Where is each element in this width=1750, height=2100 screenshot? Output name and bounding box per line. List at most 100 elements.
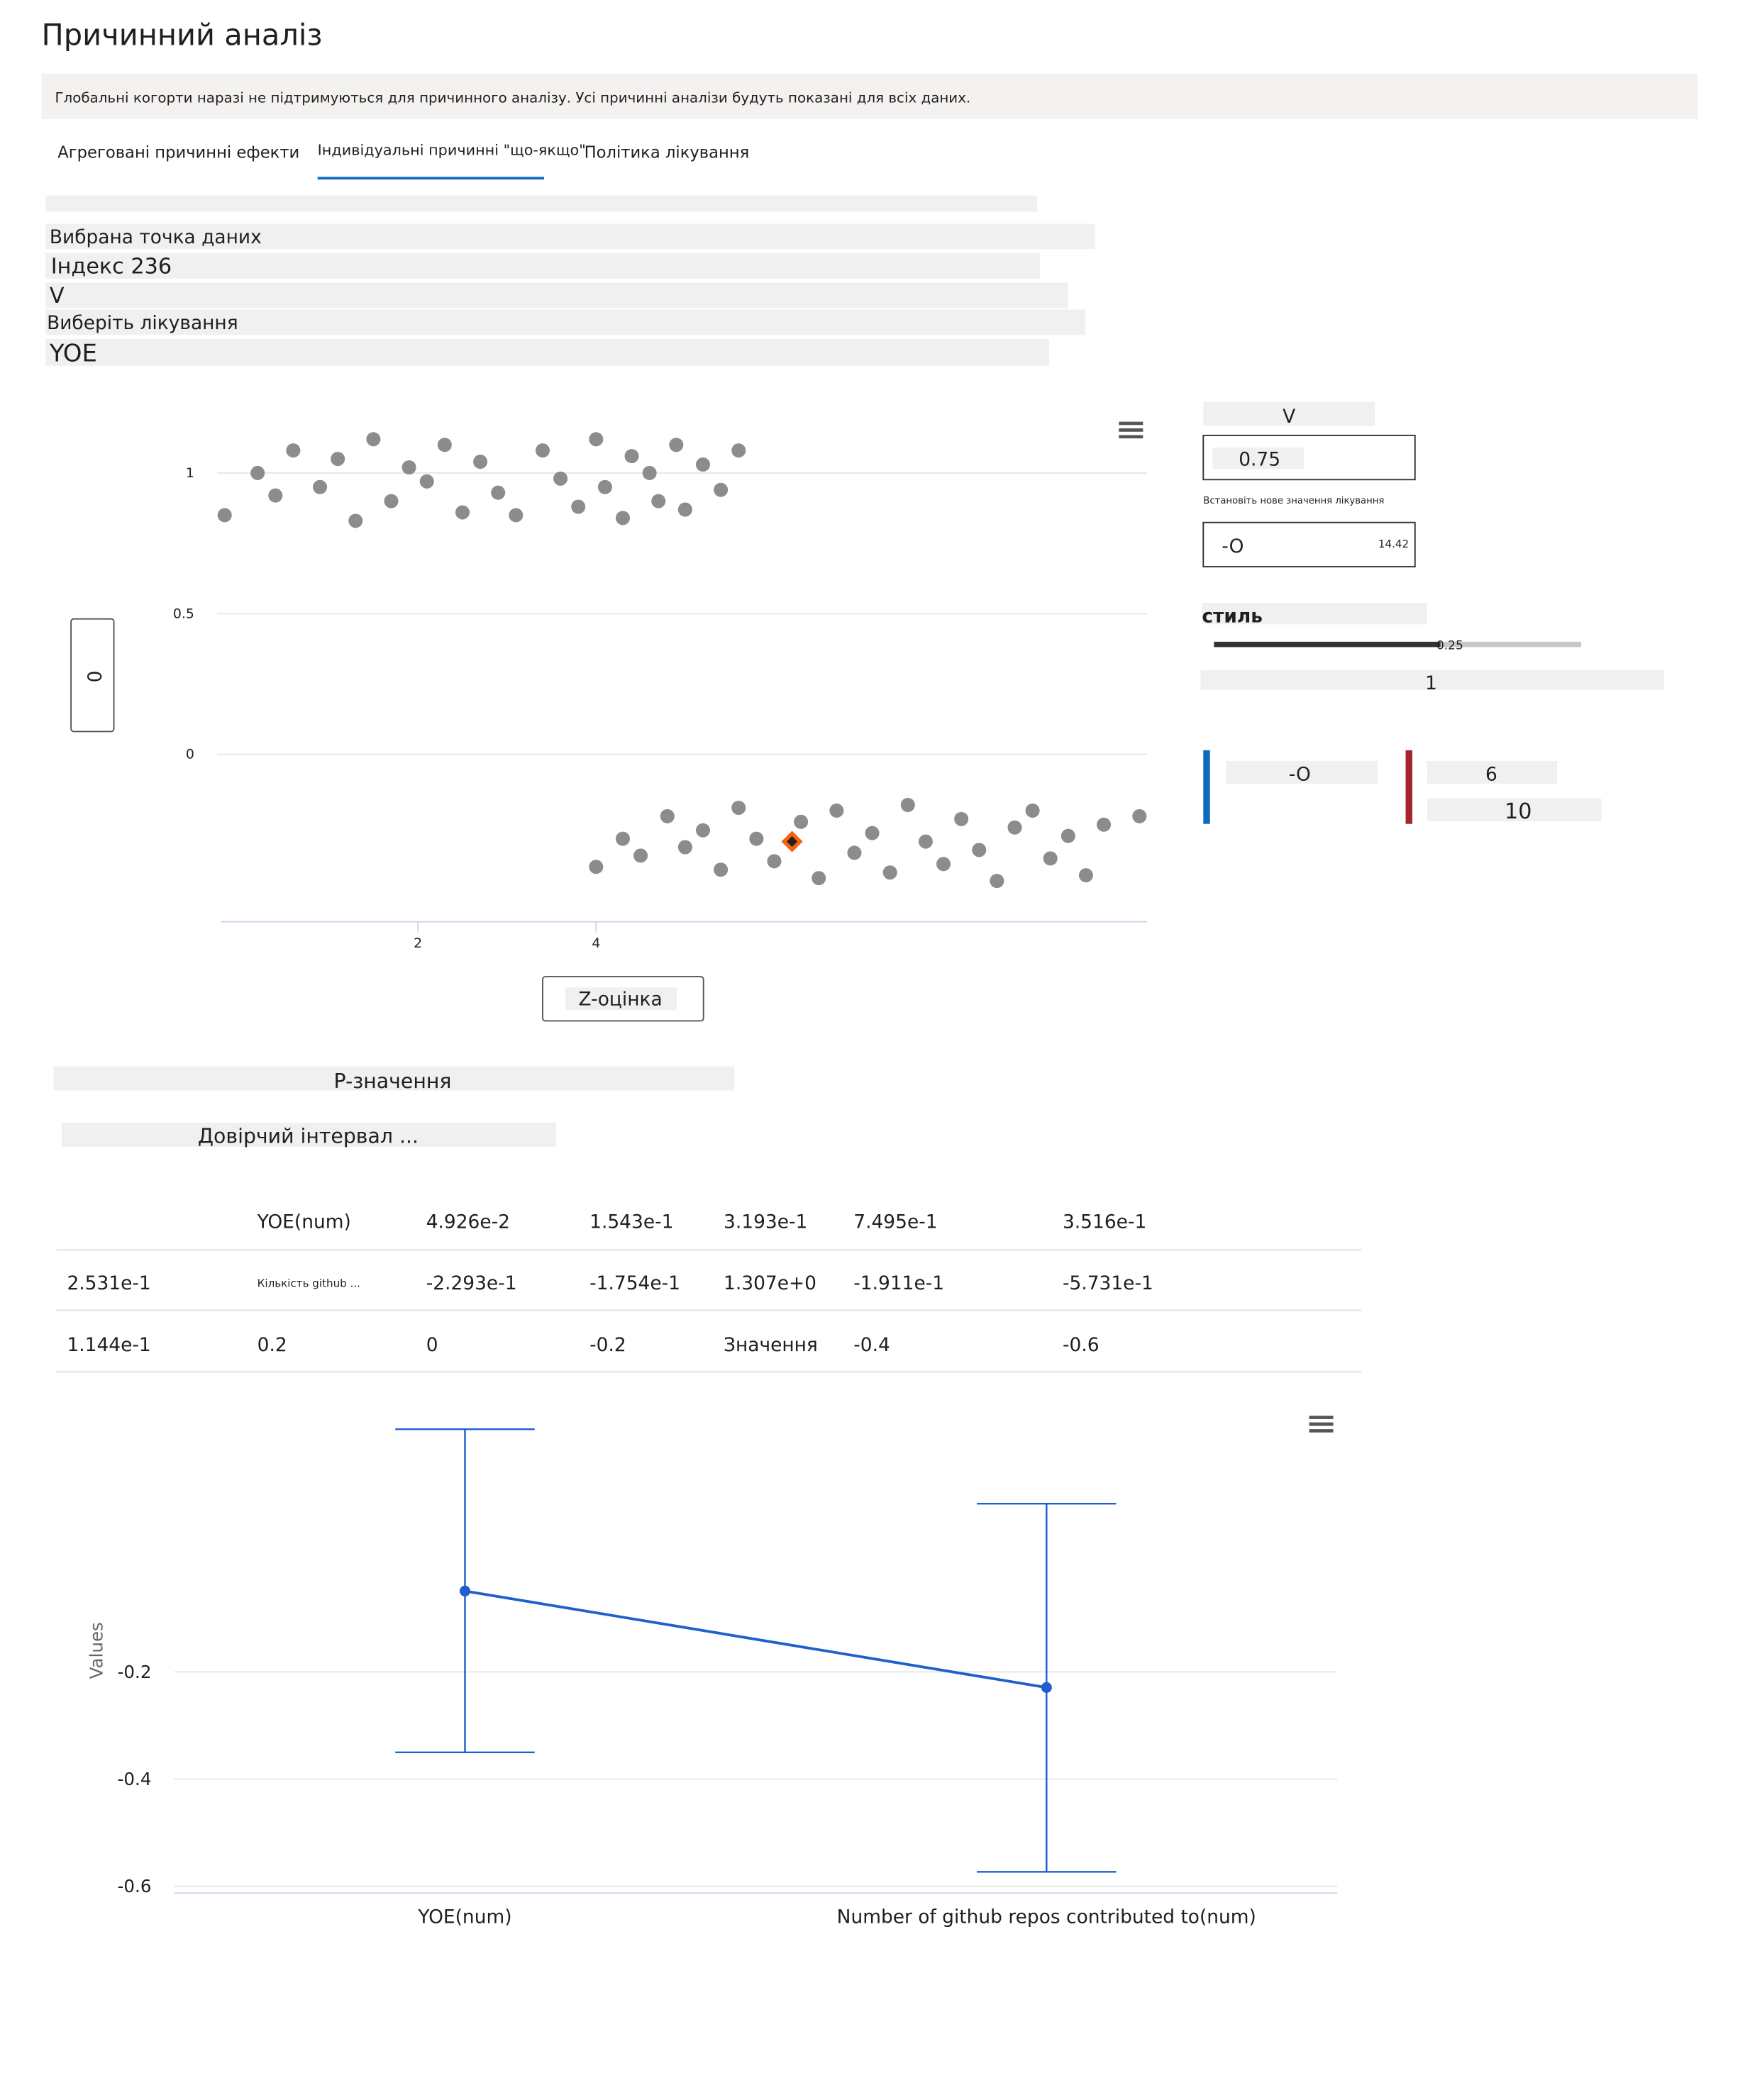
field-value[interactable]: Індекс 236 xyxy=(51,254,172,279)
field-bg xyxy=(45,282,1068,309)
notice-text: Глобальні когорти наразі не підтримуютьс… xyxy=(55,89,970,106)
point xyxy=(535,443,550,458)
point xyxy=(695,823,711,838)
card-value: 10 xyxy=(1505,799,1532,824)
field-value[interactable]: YOE xyxy=(49,340,97,368)
point xyxy=(473,455,488,470)
point xyxy=(491,485,506,500)
new-hint: 14.42 xyxy=(1378,538,1409,550)
table-cell: 3.193e-1 xyxy=(724,1211,807,1233)
table-cell: 1.144e-1 xyxy=(67,1334,150,1356)
table-cell: Значення xyxy=(724,1334,818,1356)
result: 1 xyxy=(1425,672,1437,694)
field-label: Вибрана точка даних xyxy=(50,226,262,248)
label-bg xyxy=(1200,670,1665,690)
y-tick-label: 0.5 xyxy=(173,606,194,621)
point xyxy=(1043,851,1058,866)
point xyxy=(882,865,897,880)
point xyxy=(401,460,416,474)
tab-active[interactable]: Індивідуальні причинні "що-якщо" xyxy=(318,142,586,159)
tab[interactable]: Агреговані причинні ефекти xyxy=(57,143,299,162)
label-bg xyxy=(53,1066,735,1091)
point xyxy=(954,811,969,826)
y-axis-label: Values xyxy=(87,1622,107,1679)
menu-icon[interactable] xyxy=(1119,421,1143,439)
slider-value: 0.25 xyxy=(1436,639,1463,653)
point xyxy=(509,508,524,523)
point xyxy=(384,494,399,509)
menu-icon[interactable] xyxy=(1309,1416,1334,1433)
point xyxy=(918,834,933,849)
new-value: -O xyxy=(1222,535,1244,557)
table-cell: 1.543e-1 xyxy=(589,1211,673,1233)
card-value: -O xyxy=(1289,763,1311,785)
point xyxy=(455,505,470,520)
point xyxy=(553,471,568,486)
whatif-target: V xyxy=(1283,406,1295,428)
point xyxy=(1132,809,1147,823)
ylabel-box[interactable] xyxy=(70,618,115,733)
card-accent xyxy=(1203,750,1210,824)
x-tick-label: Number of github repos contributed to(nu… xyxy=(837,1906,1256,1928)
x-tick-label: YOE(num) xyxy=(417,1906,511,1928)
point xyxy=(731,800,746,815)
x-tick-label: 2 xyxy=(414,935,422,951)
field-label: Виберіть лікування xyxy=(47,312,238,334)
point xyxy=(589,860,604,874)
x-axis-label: Z-оцінка xyxy=(579,989,663,1011)
placeholder-bar xyxy=(45,195,1038,212)
point xyxy=(217,508,232,523)
table-cell: 4.926e-2 xyxy=(426,1211,510,1233)
y-tick-label: -0.4 xyxy=(118,1769,152,1789)
tab[interactable]: Політика лікування xyxy=(585,143,750,162)
label-bg xyxy=(1212,447,1304,470)
point xyxy=(714,862,729,877)
table-cell: 0.2 xyxy=(257,1334,287,1356)
label-bg xyxy=(1203,401,1375,426)
point xyxy=(695,457,711,472)
table-cell: Кількість github ... xyxy=(257,1277,360,1290)
point xyxy=(642,465,657,480)
point xyxy=(829,803,844,818)
point xyxy=(1025,803,1040,818)
table-cell: -0.2 xyxy=(589,1334,626,1356)
point xyxy=(767,854,782,869)
table-cell: YOE(num) xyxy=(257,1211,351,1233)
point xyxy=(1060,828,1075,843)
point xyxy=(313,479,328,494)
point xyxy=(1007,820,1022,835)
point xyxy=(597,479,612,494)
point xyxy=(615,831,631,846)
point xyxy=(731,443,746,458)
point xyxy=(1097,817,1112,832)
input-box[interactable] xyxy=(1202,521,1416,567)
point xyxy=(437,438,452,452)
table-lines xyxy=(56,1249,1362,1373)
point xyxy=(794,814,809,829)
y-tick-label: -0.6 xyxy=(118,1876,152,1896)
table-cell: -0.6 xyxy=(1063,1334,1100,1356)
point xyxy=(669,438,684,452)
point xyxy=(990,874,1004,889)
card-accent xyxy=(1405,750,1412,824)
notice-bar xyxy=(41,73,1698,120)
field-bg xyxy=(45,309,1086,335)
table-cell: 3.516e-1 xyxy=(1063,1211,1146,1233)
point xyxy=(677,840,692,855)
hint: Встановіть нове значення лікування xyxy=(1203,496,1384,506)
x-tick-label: 4 xyxy=(592,935,600,951)
point xyxy=(677,502,692,517)
line xyxy=(465,1589,1047,1689)
point xyxy=(268,488,283,503)
point xyxy=(571,499,586,514)
y-tick-label: 0 xyxy=(186,747,194,762)
label-bg xyxy=(1202,603,1427,625)
label-bg xyxy=(1226,760,1378,784)
point xyxy=(624,449,639,464)
label-bg xyxy=(565,987,677,1011)
point xyxy=(972,843,987,857)
y-axis-label: 0 xyxy=(83,671,105,683)
point xyxy=(749,831,764,846)
table-cell: 1.307e+0 xyxy=(724,1272,816,1294)
